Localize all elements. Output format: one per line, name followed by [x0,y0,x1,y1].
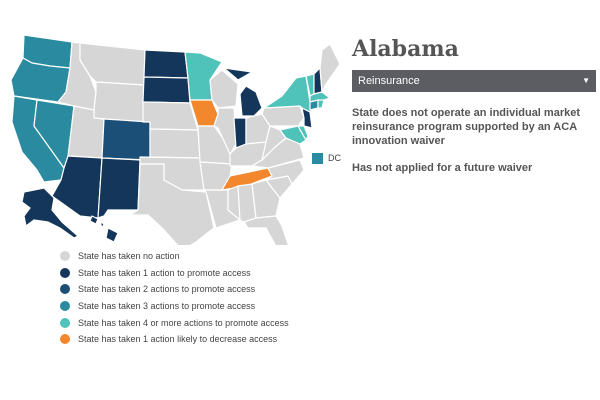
state-detail-panel: Alabama Reinsurance ▼ State does not ope… [352,36,596,174]
state-sd[interactable] [142,76,191,104]
legend-label: State has taken 1 action to promote acce… [78,267,251,278]
legend-dot [60,251,70,262]
state-wi[interactable] [209,69,239,109]
legend-item-one-action: State has taken 1 action to promote acce… [60,265,289,282]
state-ks[interactable] [149,128,201,159]
state-ri[interactable] [317,99,325,109]
chevron-down-icon: ▼ [582,76,590,85]
legend-item-no-action: State has taken no action [60,248,289,265]
state-hi[interactable] [89,215,119,243]
legend-item-three-actions: State has taken 3 actions to promote acc… [60,298,289,315]
legend-dot [60,284,70,295]
state-in[interactable] [233,117,247,149]
state-ak[interactable] [21,187,79,239]
us-map [0,30,340,245]
dc-label: DC [328,153,341,163]
legend-dot [60,301,70,312]
state-co[interactable] [101,118,151,161]
legend-dot [60,267,70,278]
state-fl[interactable] [243,215,290,245]
legend-item-decrease: State has taken 1 action likely to decre… [60,331,289,348]
legend-label: State has taken no action [78,251,180,262]
state-me[interactable] [319,43,340,93]
legend-label: State has taken 2 actions to promote acc… [78,284,256,295]
state-nd[interactable] [143,49,189,79]
state-de[interactable] [297,125,309,141]
state-wy[interactable] [93,81,145,123]
state-mi[interactable] [223,67,263,117]
state-pa[interactable] [261,105,305,127]
dc-swatch[interactable] [312,153,323,164]
legend-label: State has taken 3 actions to promote acc… [78,301,256,312]
policy-dropdown[interactable]: Reinsurance ▼ [352,70,596,92]
legend-item-four-actions: State has taken 4 or more actions to pro… [60,314,289,331]
legend-label: State has taken 4 or more actions to pro… [78,317,289,328]
legend-item-two-actions: State has taken 2 actions to promote acc… [60,281,289,298]
policy-dropdown-value: Reinsurance [358,75,420,87]
legend-label: State has taken 1 action likely to decre… [78,334,278,345]
reinsurance-status-text: State does not operate an individual mar… [352,107,580,147]
state-il[interactable] [213,107,237,155]
waiver-status-text: Has not applied for a future waiver [352,162,533,174]
state-ct[interactable] [309,99,319,111]
state-nm[interactable] [97,157,141,219]
state-nc[interactable] [265,159,305,185]
legend: State has taken no action State has take… [60,248,289,348]
legend-dot [60,317,70,328]
state-title: Alabama [352,36,459,62]
state-md[interactable] [279,125,307,145]
legend-dot [60,334,70,345]
state-ne[interactable] [142,101,199,131]
us-map-svg [10,34,340,245]
state-tx[interactable] [129,163,215,245]
